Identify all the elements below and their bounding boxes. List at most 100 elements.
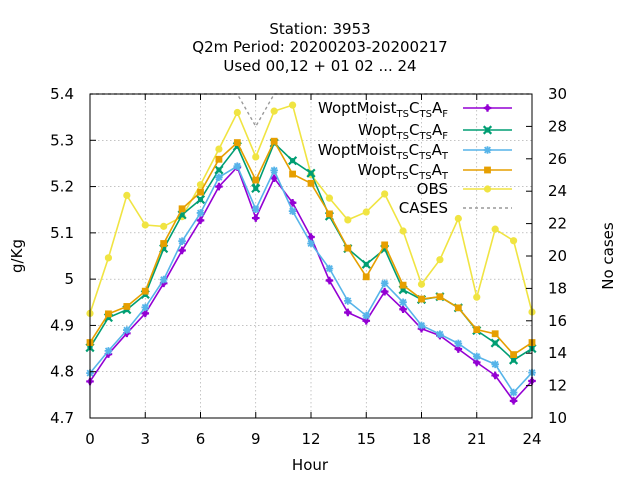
data-point xyxy=(417,280,426,288)
data-point xyxy=(233,108,241,117)
data-point-dot xyxy=(197,196,204,203)
data-point xyxy=(399,227,407,235)
data-point-dot xyxy=(308,170,314,176)
data-point xyxy=(326,210,333,218)
data-point xyxy=(104,254,113,262)
data-point xyxy=(362,273,370,281)
data-point-dot xyxy=(289,200,296,206)
legend-label-part: C xyxy=(409,141,419,159)
data-point xyxy=(141,303,150,312)
data-point xyxy=(123,303,131,310)
data-point xyxy=(362,208,370,216)
x-tick-label: 12 xyxy=(301,430,320,448)
legend-label-subscript: T xyxy=(441,151,449,162)
data-point-dot xyxy=(253,185,259,192)
data-point xyxy=(472,352,481,361)
data-point xyxy=(105,310,112,318)
data-point xyxy=(197,188,204,196)
x-tick-label: 15 xyxy=(357,430,376,448)
data-point-dot xyxy=(484,127,491,133)
y-tick-label: 4.9 xyxy=(50,316,74,334)
data-point-dot xyxy=(326,277,333,284)
y-tick-label: 4.7 xyxy=(50,409,74,427)
data-point xyxy=(123,326,131,334)
data-point xyxy=(454,304,462,312)
y-tick-label: 5.2 xyxy=(50,178,74,196)
legend-label-part: WoptMoist xyxy=(318,141,397,159)
data-point xyxy=(104,347,113,355)
data-point xyxy=(417,321,426,330)
data-point xyxy=(344,244,352,252)
data-point xyxy=(509,388,518,397)
x-tick-label: 6 xyxy=(196,430,206,448)
legend-label-part: WoptMoist xyxy=(318,99,397,117)
data-point xyxy=(473,326,481,333)
data-point-dot xyxy=(216,183,222,190)
data-point-dot xyxy=(382,289,388,295)
legend-label-subscript: TS xyxy=(419,131,432,142)
legend-label-subscript: TS xyxy=(419,109,432,120)
data-point xyxy=(178,237,186,245)
data-point-dot xyxy=(345,309,351,316)
y2-tick-label: 10 xyxy=(548,409,567,427)
legend: WoptMoistTSCTSAFWoptTSCTSAFWoptMoistTSCT… xyxy=(318,99,512,217)
legend-label-part: Wopt xyxy=(358,161,397,179)
data-point-dot xyxy=(289,158,296,164)
legend-label-part: A xyxy=(432,161,443,179)
data-point xyxy=(251,205,260,214)
y2-tick-label: 16 xyxy=(548,312,567,330)
data-point xyxy=(436,330,444,339)
title-line-2: Q2m Period: 20200203-20200217 xyxy=(192,38,447,56)
data-point xyxy=(307,179,315,187)
data-point xyxy=(325,194,334,202)
data-point-dot xyxy=(271,175,277,181)
data-point xyxy=(483,185,492,193)
data-point-dot xyxy=(492,372,498,379)
data-point xyxy=(270,137,278,145)
legend-label: OBS xyxy=(417,180,448,198)
data-point xyxy=(123,191,131,199)
data-point-dot xyxy=(308,234,314,240)
y2-tick-label: 24 xyxy=(548,182,567,200)
data-point xyxy=(160,240,168,247)
data-point xyxy=(141,287,149,295)
y-tick-label: 4.8 xyxy=(50,363,74,381)
data-point xyxy=(159,275,168,284)
legend-label-part: OBS xyxy=(417,180,448,198)
data-point-dot xyxy=(510,398,517,404)
legend-label-subscript: F xyxy=(442,131,448,142)
axis-ticks: 0 3 6 9 12 15 18 21 24 4.7 4.8 4.9 5 5.1 5.2 5.3 5.4 10 12… xyxy=(50,85,567,448)
title-line-3: Used 00,12 + 01 02 ... 24 xyxy=(223,57,416,75)
data-point xyxy=(362,311,371,320)
y2-tick-label: 20 xyxy=(548,247,567,265)
data-point xyxy=(510,351,517,358)
data-point xyxy=(233,139,241,146)
data-point xyxy=(325,264,334,273)
series-4 xyxy=(86,137,536,358)
y-tick-label: 5.1 xyxy=(50,224,74,242)
data-point xyxy=(178,205,186,213)
y2-tick-label: 22 xyxy=(548,215,567,233)
data-point-dot xyxy=(216,167,222,173)
data-point xyxy=(491,330,499,338)
x-tick-label: 9 xyxy=(251,430,261,448)
legend-label-part: C xyxy=(409,121,419,139)
data-point-dot xyxy=(492,340,498,346)
x-tick-label: 21 xyxy=(467,430,486,448)
legend-label-subscript: TS xyxy=(395,151,408,162)
legend-label-subscript: F xyxy=(442,109,448,120)
data-point xyxy=(418,295,425,303)
legend-label-subscript: TS xyxy=(395,171,408,182)
data-point-dot xyxy=(455,346,461,352)
data-point-dot xyxy=(474,359,480,366)
data-point xyxy=(483,146,492,154)
data-point-dot xyxy=(142,310,148,316)
data-point xyxy=(344,297,352,305)
data-point xyxy=(454,214,462,223)
data-point xyxy=(196,209,205,217)
data-point-dot xyxy=(363,261,369,267)
legend-label-part: C xyxy=(409,99,419,117)
legend-label-subscript: TS xyxy=(418,151,431,162)
y-tick-label: 5.4 xyxy=(50,85,74,103)
y-axis-label: g/Kg xyxy=(8,239,26,273)
